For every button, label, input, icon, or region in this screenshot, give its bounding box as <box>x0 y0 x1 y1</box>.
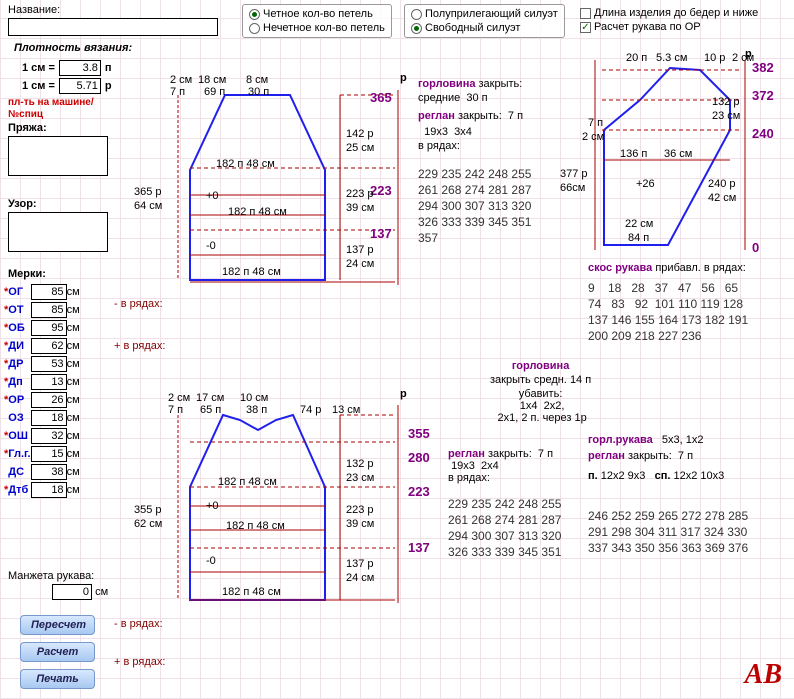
front-diagram <box>0 0 794 699</box>
front-137r: 137 р <box>346 558 374 570</box>
sleeveneck-rows: 246 252 259 265 272 278 285 291 298 304 … <box>588 508 748 556</box>
front-132r: 132 р <box>346 458 374 470</box>
front-2cm: 2 см <box>168 392 190 404</box>
front-n280: 280 <box>408 450 430 465</box>
fraglan: реглан <box>448 448 485 460</box>
front-7p: 7 п <box>168 404 183 416</box>
front-223r: 223 р <box>346 504 374 516</box>
sraglan: реглан <box>588 450 625 462</box>
front-74r: 74 р <box>300 404 321 416</box>
front-182b: 182 п 48 см <box>226 520 285 532</box>
front-23cm: 23 см <box>346 472 374 484</box>
logo: AB <box>745 659 782 691</box>
front-p-axis: p <box>400 388 407 400</box>
front-355p: 355 р <box>134 504 162 516</box>
front-38p: 38 п <box>246 404 267 416</box>
front-n355: 355 <box>408 426 430 441</box>
front-182c: 182 п 48 см <box>222 586 281 598</box>
front-62cm: 62 см <box>134 518 162 530</box>
front-39cm: 39 см <box>346 518 374 530</box>
front-n223: 223 <box>408 484 430 499</box>
front-n137: 137 <box>408 540 430 555</box>
front-24cm: 24 см <box>346 572 374 584</box>
front-65p: 65 п <box>200 404 221 416</box>
front-182a: 182 п 48 см <box>218 476 277 488</box>
fneck-title: горловина <box>512 360 569 372</box>
fneck-rows: 229 235 242 248 255 261 268 274 281 287 … <box>448 496 561 560</box>
front-plus0: +0 <box>206 500 219 512</box>
front-minus0: -0 <box>206 555 216 567</box>
front-17cm: 17 см <box>196 392 224 404</box>
sleeveneck-title: горл.рукава <box>588 434 653 446</box>
front-13cm: 13 см <box>332 404 360 416</box>
front-10cm: 10 см <box>240 392 268 404</box>
